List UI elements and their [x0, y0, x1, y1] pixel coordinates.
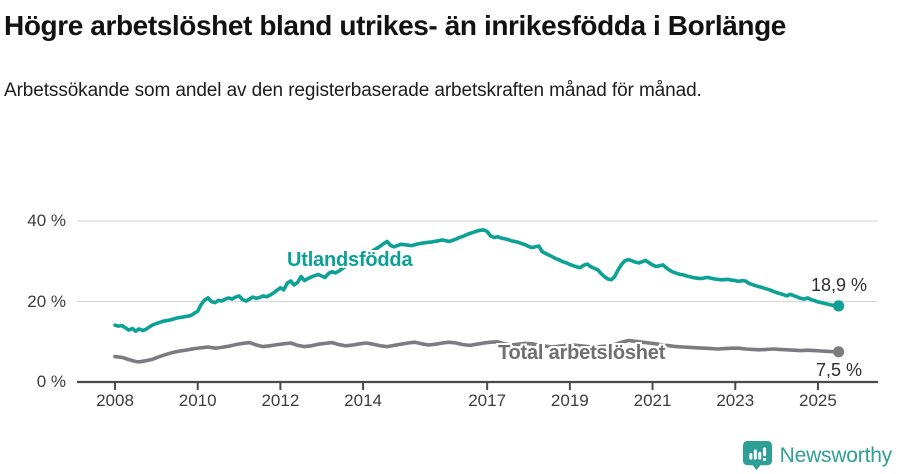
x-axis-label-2008: 2008 [96, 391, 134, 410]
x-axis-label-2019: 2019 [550, 391, 589, 410]
series-line-total-arbetsloshet [113, 338, 841, 364]
brand-footer: Newsworthy [742, 440, 892, 471]
series-line-utlandsfodda [113, 228, 841, 334]
series-end-dot-total-arbetsloshet [833, 346, 845, 358]
x-axis-label-2023: 2023 [716, 391, 755, 410]
page-title: Högre arbetslöshet bland utrikes- än inr… [4, 10, 786, 41]
brand-name: Newsworthy [779, 443, 893, 467]
newsworthy-logo-icon [742, 440, 772, 471]
series-label-total-arbetsloshet: Total arbetslöshet [498, 342, 666, 364]
y-axis-label-0: 0 % [36, 372, 66, 391]
y-axis-label-40: 40 % [27, 211, 66, 230]
x-axis-label-2021: 2021 [633, 391, 672, 410]
series-end-dot-utlandsfodda [833, 300, 845, 312]
x-axis-label-2010: 2010 [178, 391, 217, 410]
x-axis-label-2025: 2025 [799, 391, 837, 410]
x-axis-label-2014: 2014 [344, 391, 382, 410]
end-value-label-utlandsfodda: 18,9 % [811, 275, 868, 295]
page-subtitle: Arbetssökande som andel av den registerb… [4, 80, 702, 101]
x-axis-label-2017: 2017 [468, 391, 507, 410]
x-axis-label-2012: 2012 [261, 391, 300, 410]
y-axis-label-20: 20 % [27, 291, 66, 311]
end-value-label-total: 7,5 % [816, 360, 863, 380]
chart-header: Högre arbetslöshet bland utrikes- än inr… [4, 6, 884, 104]
series-label-utlandsfodda: Utlandsfödda [287, 249, 413, 271]
